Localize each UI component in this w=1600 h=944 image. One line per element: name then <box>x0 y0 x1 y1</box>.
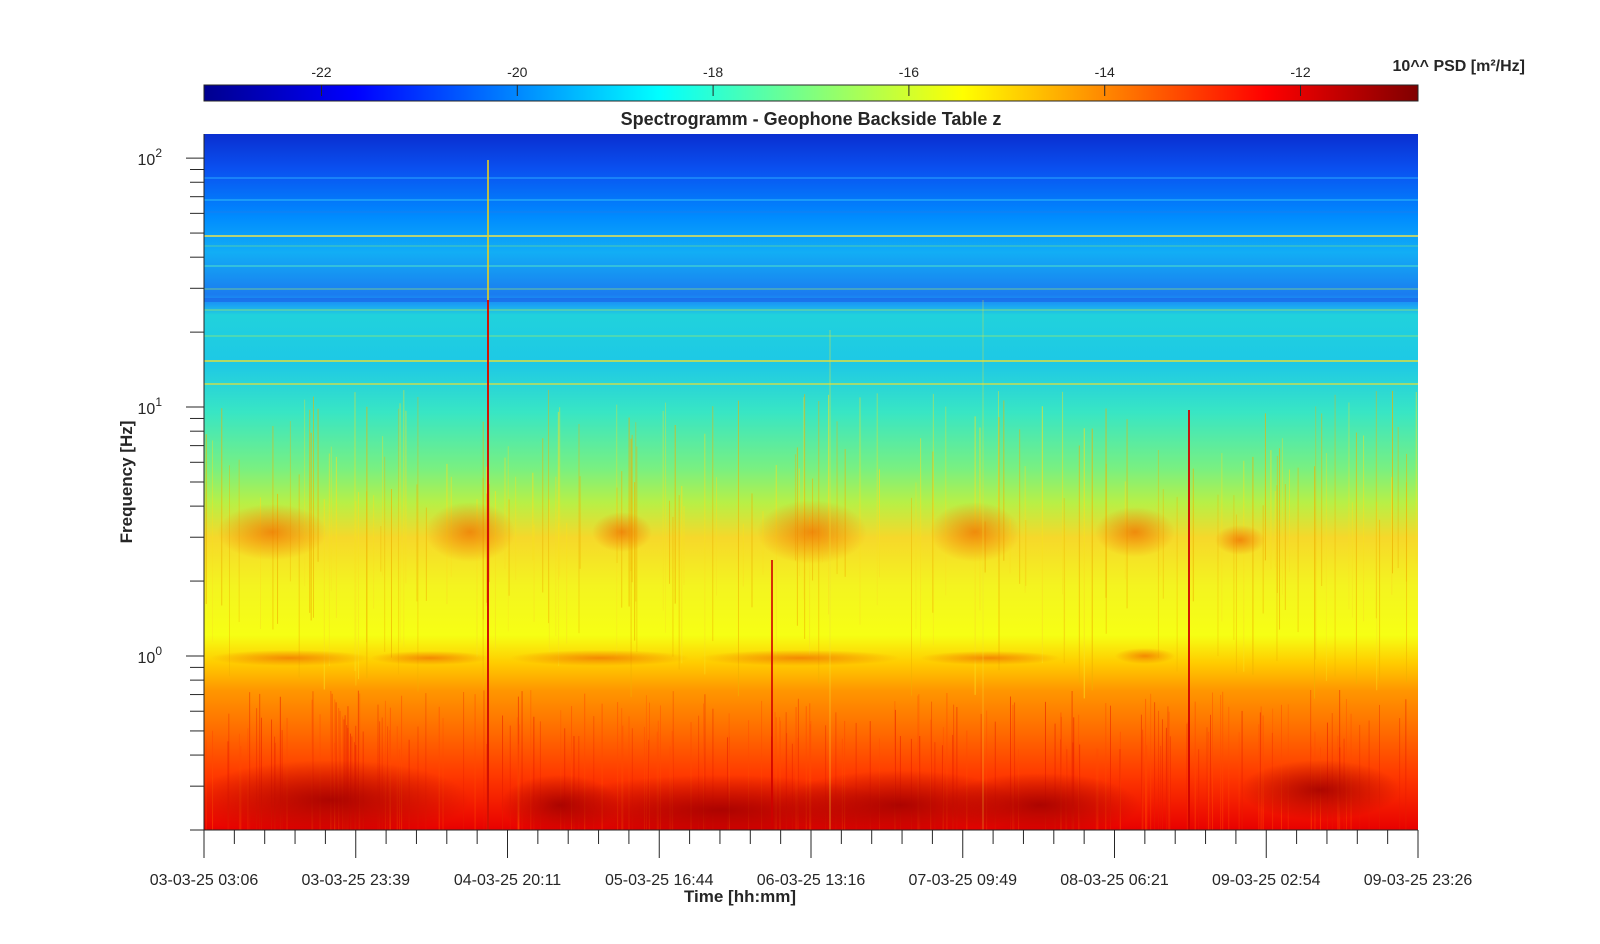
hotspot <box>930 502 1020 562</box>
hotspot <box>1215 525 1265 555</box>
hotspot <box>425 502 515 562</box>
colorbar-tick-label: -18 <box>703 64 723 80</box>
hotspot <box>217 504 327 560</box>
hotspot <box>1240 760 1400 820</box>
colorbar-tick-label: -20 <box>507 64 527 80</box>
colorbar-ticks: -22 -20 -18 -16 -14 -12 <box>311 64 1311 96</box>
colorbar-tick-label: -14 <box>1095 64 1115 80</box>
x-tick-label: 04-03-25 20:11 <box>454 872 561 889</box>
y-tick-label: 102 <box>138 146 163 169</box>
y-tick-label: 101 <box>138 395 163 418</box>
colorbar-tick-label: -12 <box>1290 64 1310 80</box>
x-tick-label: 07-03-25 09:49 <box>908 872 1017 889</box>
hotspot <box>757 500 867 564</box>
x-ticks: 03-03-25 03:06 03-03-25 23:39 04-03-25 20:… <box>150 830 1473 889</box>
y-tick-base: 10 <box>138 650 156 667</box>
hotspot <box>940 773 1140 830</box>
x-tick-label: 06-03-25 13:16 <box>757 872 866 889</box>
hotspot <box>1095 507 1175 557</box>
y-tick-exponent: 2 <box>155 146 162 160</box>
colorbar-gradient <box>203 84 1419 102</box>
hotspot <box>510 650 690 666</box>
hotspot <box>1115 648 1175 664</box>
x-tick-label: 03-03-25 03:06 <box>150 872 259 889</box>
x-tick-label: 08-03-25 06:21 <box>1060 872 1169 889</box>
hotspot <box>920 651 1060 665</box>
colorbar-tick-label: -22 <box>311 64 331 80</box>
x-axis-label: Time [hh:mm] <box>684 887 796 906</box>
y-tick-label: 100 <box>138 644 163 667</box>
hotspot <box>370 651 490 665</box>
hotspot <box>592 512 652 552</box>
y-axis-label: Frequency [Hz] <box>117 421 136 544</box>
y-tick-base: 10 <box>138 401 156 418</box>
hotspot <box>700 650 900 666</box>
x-tick-label: 03-03-25 23:39 <box>301 872 410 889</box>
x-tick-label: 09-03-25 23:26 <box>1364 872 1473 889</box>
spectrogram-hotspots <box>204 500 1400 830</box>
spectrogram-events <box>487 160 1190 830</box>
x-tick-label: 05-03-25 16:44 <box>605 872 714 889</box>
y-tick-exponent: 1 <box>155 395 162 409</box>
chart-title: Spectrogramm - Geophone Backside Table z <box>621 109 1002 129</box>
hotspot <box>204 760 470 830</box>
colorbar-tick-label: -16 <box>899 64 919 80</box>
y-tick-base: 10 <box>138 152 156 169</box>
colorbar: -22 -20 -18 -16 -14 -12 10^^ PSD [m²/Hz] <box>203 58 1525 102</box>
x-tick-label: 09-03-25 02:54 <box>1212 872 1321 889</box>
colorbar-label: 10^^ PSD [m²/Hz] <box>1393 58 1525 75</box>
spectrogram-image <box>204 134 1418 830</box>
y-tick-exponent: 0 <box>155 644 162 658</box>
hotspot <box>210 650 370 666</box>
